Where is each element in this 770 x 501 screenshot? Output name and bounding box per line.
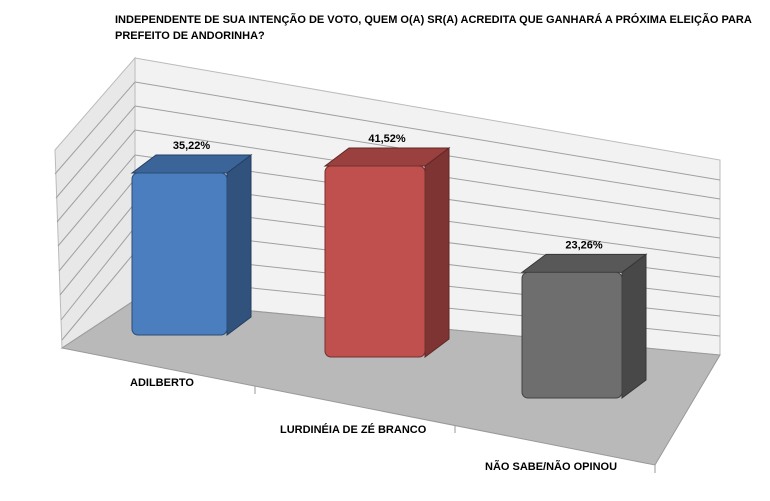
bar-side <box>226 153 252 336</box>
value-label: 35,22% <box>173 140 211 152</box>
floor-ticks <box>254 386 656 473</box>
bar-front <box>131 172 228 336</box>
value-label: 23,26% <box>565 239 603 251</box>
bar <box>130 153 253 336</box>
x-tick-label: LURDINÉIA DE ZÉ BRANCO <box>280 423 427 436</box>
value-label: 41,52% <box>368 133 406 145</box>
bar-side <box>621 253 647 399</box>
bar <box>323 147 451 358</box>
bar-front <box>324 165 426 358</box>
bar-front <box>521 271 623 399</box>
bar-side <box>424 147 450 358</box>
bar <box>520 253 648 399</box>
x-tick-label: ADILBERTO <box>130 377 194 389</box>
x-tick-label: NÃO SABE/NÃO OPINOU <box>485 460 617 473</box>
chart-title: INDEPENDENTE DE SUA INTENÇÃO DE VOTO, QU… <box>115 14 752 42</box>
